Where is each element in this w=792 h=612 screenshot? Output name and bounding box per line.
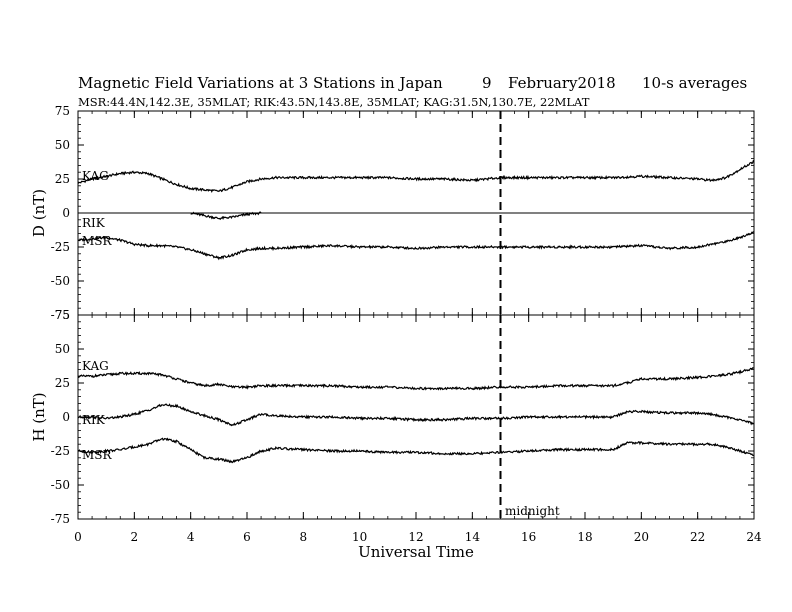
x-tick-label: 12 (408, 530, 423, 544)
h-series-label-kag: KAG (82, 359, 109, 373)
h-axis-title: H (nT) (30, 392, 48, 441)
h-y-tick-label: -75 (51, 512, 70, 526)
h-series-label-rik: RIK (82, 413, 106, 427)
x-axis-title: Universal Time (358, 543, 474, 561)
d-series-rik (190, 211, 262, 221)
x-tick-label: 16 (521, 530, 536, 544)
h-panel-frame (77, 314, 755, 520)
h-series-rik (77, 403, 755, 427)
midnight-label: midnight (505, 504, 560, 518)
d-component-panel: D (nT) 75 50 25 0 -25 -50 -75 KAG RIK MSR (30, 104, 755, 322)
h-y-tick-label: 75 (55, 308, 70, 322)
d-y-tick-label: -75 (51, 308, 70, 322)
d-y-tick-label: 25 (55, 172, 70, 186)
d-y-tick-label: 75 (55, 104, 70, 118)
d-series-kag (77, 159, 755, 194)
h-y-tick-label: -25 (51, 444, 70, 458)
chart-averaging: 10-s averages (642, 74, 747, 92)
d-y-tick-label: 0 (62, 206, 70, 220)
chart-day: 9 (482, 74, 492, 92)
x-tick-label: 22 (690, 530, 705, 544)
h-y-tick-label: -50 (51, 478, 70, 492)
d-series-msr (77, 231, 755, 261)
h-series-kag (77, 367, 755, 391)
chart-date: February2018 (508, 74, 616, 92)
station-list: MSR:44.4N,142.3E, 35MLAT; RIK:43.5N,143.… (78, 95, 590, 109)
x-tick-label: 6 (243, 530, 251, 544)
x-tick-label: 20 (634, 530, 649, 544)
x-tick-label: 2 (131, 530, 139, 544)
x-tick-label: 18 (577, 530, 592, 544)
d-y-tick-label: -50 (51, 274, 70, 288)
x-tick-label: 0 (74, 530, 82, 544)
chart-title: Magnetic Field Variations at 3 Stations … (78, 74, 443, 92)
d-series-label-kag: KAG (82, 169, 109, 183)
h-y-tick-label: 0 (62, 410, 70, 424)
d-series-label-msr: MSR (82, 234, 113, 248)
d-y-tick-label: 50 (55, 138, 70, 152)
h-y-tick-label: 25 (55, 376, 70, 390)
d-y-tick-label: -25 (51, 240, 70, 254)
h-series-msr (77, 437, 755, 464)
x-tick-label: 8 (300, 530, 308, 544)
x-tick-label: 10 (352, 530, 367, 544)
x-tick-label: 4 (187, 530, 195, 544)
d-axis-title: D (nT) (30, 189, 48, 237)
d-series-label-rik: RIK (82, 216, 106, 230)
h-y-tick-label: 50 (55, 342, 70, 356)
x-tick-label: 24 (746, 530, 762, 544)
x-tick-label: 14 (465, 530, 481, 544)
h-series-label-msr: MSR (82, 448, 113, 462)
